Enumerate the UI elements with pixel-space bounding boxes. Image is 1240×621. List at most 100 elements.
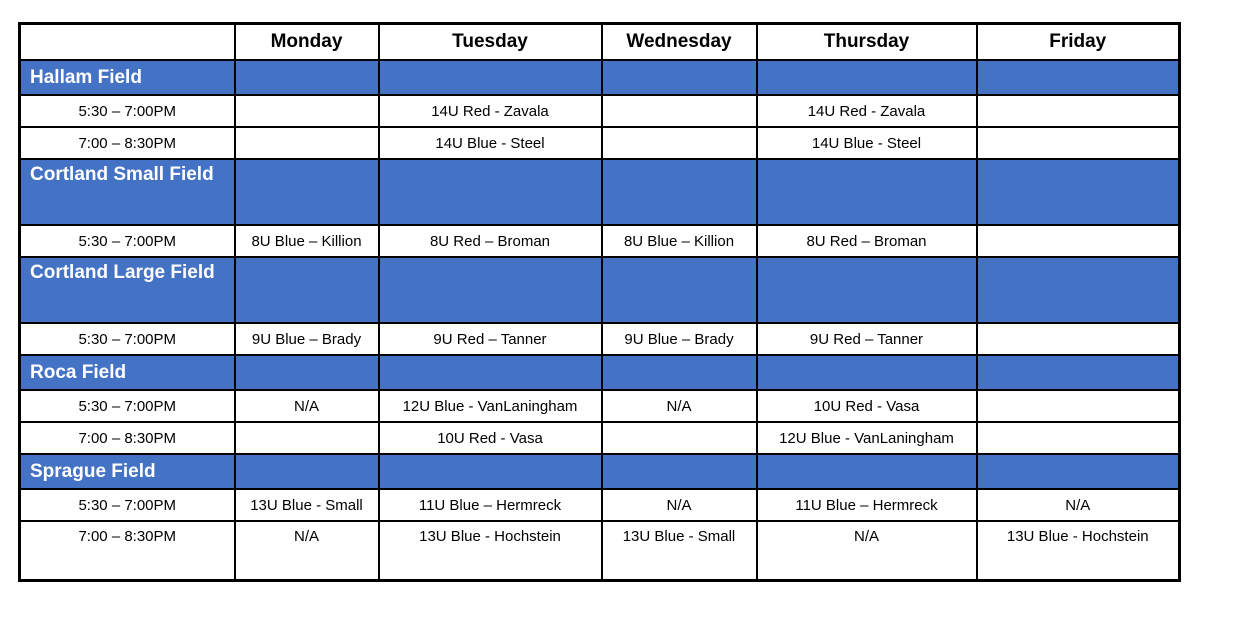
- time-slot-cell: 7:00 – 8:30PM: [18, 520, 236, 582]
- schedule-cell-wednesday: 13U Blue - Small: [600, 520, 758, 582]
- schedule-cell-friday: 13U Blue - Hochstein: [975, 520, 1181, 582]
- corner-cell: [18, 22, 236, 61]
- field-section-cell-thursday: [755, 354, 978, 391]
- field-section-cell-wednesday: [600, 59, 758, 96]
- time-slot-cell: 5:30 – 7:00PM: [18, 322, 236, 356]
- schedule-cell-thursday: 10U Red - Vasa: [755, 389, 978, 423]
- field-section-cell-monday: [233, 453, 380, 490]
- field-section-cell-wednesday: [600, 354, 758, 391]
- field-name-cell: Cortland Small Field: [18, 158, 236, 226]
- field-section-row: Cortland Small Field: [18, 158, 1181, 226]
- day-header-monday: Monday: [233, 22, 380, 61]
- schedule-cell-wednesday: N/A: [600, 389, 758, 423]
- field-section-cell-monday: [233, 158, 380, 226]
- field-section-cell-thursday: [755, 256, 978, 324]
- schedule-cell-monday: [233, 421, 380, 455]
- schedule-cell-friday: N/A: [975, 488, 1181, 522]
- field-name-cell: Sprague Field: [18, 453, 236, 490]
- schedule-cell-monday: N/A: [233, 520, 380, 582]
- day-header-wednesday: Wednesday: [600, 22, 758, 61]
- schedule-cell-monday: 9U Blue – Brady: [233, 322, 380, 356]
- field-section-cell-friday: [975, 158, 1181, 226]
- schedule-cell-thursday: 14U Blue - Steel: [755, 126, 978, 160]
- field-section-cell-friday: [975, 256, 1181, 324]
- time-slot-cell: 7:00 – 8:30PM: [18, 421, 236, 455]
- schedule-row: 5:30 – 7:00PM N/A 12U Blue - VanLaningham N…: [18, 389, 1181, 423]
- field-section-cell-wednesday: [600, 453, 758, 490]
- schedule-cell-wednesday: [600, 94, 758, 128]
- schedule-cell-monday: [233, 94, 380, 128]
- schedule-cell-tuesday: 8U Red – Broman: [377, 224, 603, 258]
- field-section-cell-monday: [233, 354, 380, 391]
- schedule-cell-monday: [233, 126, 380, 160]
- schedule-cell-tuesday: 13U Blue - Hochstein: [377, 520, 603, 582]
- schedule-row: 5:30 – 7:00PM 14U Red - Zavala 14U Red - Z…: [18, 94, 1181, 128]
- schedule-cell-friday: [975, 322, 1181, 356]
- schedule-row: 7:00 – 8:30PM N/A 13U Blue - Hochstein 13U …: [18, 520, 1181, 582]
- time-slot-cell: 5:30 – 7:00PM: [18, 488, 236, 522]
- schedule-cell-wednesday: [600, 421, 758, 455]
- time-slot-cell: 7:00 – 8:30PM: [18, 126, 236, 160]
- field-section-cell-thursday: [755, 453, 978, 490]
- field-section-cell-tuesday: [377, 59, 603, 96]
- field-section-row: Sprague Field: [18, 453, 1181, 490]
- schedule-cell-thursday: 14U Red - Zavala: [755, 94, 978, 128]
- schedule-cell-friday: [975, 224, 1181, 258]
- schedule-cell-tuesday: 9U Red – Tanner: [377, 322, 603, 356]
- day-header-friday: Friday: [975, 22, 1181, 61]
- schedule-row: 5:30 – 7:00PM 9U Blue – Brady 9U Red – Tan…: [18, 322, 1181, 356]
- schedule-cell-friday: [975, 389, 1181, 423]
- field-section-cell-tuesday: [377, 354, 603, 391]
- time-slot-cell: 5:30 – 7:00PM: [18, 94, 236, 128]
- field-section-cell-friday: [975, 453, 1181, 490]
- schedule-cell-thursday: 11U Blue – Hermreck: [755, 488, 978, 522]
- schedule-cell-monday: 13U Blue - Small: [233, 488, 380, 522]
- schedule-cell-tuesday: 14U Blue - Steel: [377, 126, 603, 160]
- schedule-cell-thursday: 9U Red – Tanner: [755, 322, 978, 356]
- schedule-cell-monday: 8U Blue – Killion: [233, 224, 380, 258]
- field-section-cell-monday: [233, 59, 380, 96]
- time-slot-cell: 5:30 – 7:00PM: [18, 224, 236, 258]
- field-section-cell-monday: [233, 256, 380, 324]
- day-header-tuesday: Tuesday: [377, 22, 603, 61]
- schedule-cell-thursday: N/A: [755, 520, 978, 582]
- schedule-cell-friday: [975, 126, 1181, 160]
- schedule-cell-friday: [975, 94, 1181, 128]
- field-section-row: Cortland Large Field: [18, 256, 1181, 324]
- schedule-cell-monday: N/A: [233, 389, 380, 423]
- schedule-row: 7:00 – 8:30PM 14U Blue - Steel 14U Blue - …: [18, 126, 1181, 160]
- schedule-cell-wednesday: [600, 126, 758, 160]
- schedule-cell-wednesday: N/A: [600, 488, 758, 522]
- field-section-cell-thursday: [755, 59, 978, 96]
- schedule-cell-tuesday: 14U Red - Zavala: [377, 94, 603, 128]
- field-section-cell-thursday: [755, 158, 978, 226]
- field-schedule-table: Monday Tuesday Wednesday Thursday Friday Hal…: [18, 22, 1181, 582]
- field-section-cell-friday: [975, 354, 1181, 391]
- field-name-cell: Roca Field: [18, 354, 236, 391]
- field-name-cell: Cortland Large Field: [18, 256, 236, 324]
- field-section-cell-tuesday: [377, 158, 603, 226]
- schedule-row: 7:00 – 8:30PM 10U Red - Vasa 12U Blue - Va…: [18, 421, 1181, 455]
- field-section-row: Hallam Field: [18, 59, 1181, 96]
- schedule-cell-thursday: 8U Red – Broman: [755, 224, 978, 258]
- field-section-cell-tuesday: [377, 256, 603, 324]
- field-section-row: Roca Field: [18, 354, 1181, 391]
- schedule-cell-tuesday: 11U Blue – Hermreck: [377, 488, 603, 522]
- time-slot-cell: 5:30 – 7:00PM: [18, 389, 236, 423]
- day-header-thursday: Thursday: [755, 22, 978, 61]
- day-header-row: Monday Tuesday Wednesday Thursday Friday: [18, 22, 1181, 61]
- field-section-cell-tuesday: [377, 453, 603, 490]
- schedule-cell-tuesday: 12U Blue - VanLaningham: [377, 389, 603, 423]
- schedule-cell-friday: [975, 421, 1181, 455]
- field-section-cell-wednesday: [600, 256, 758, 324]
- schedule-cell-tuesday: 10U Red - Vasa: [377, 421, 603, 455]
- schedule-row: 5:30 – 7:00PM 13U Blue - Small 11U Blue – …: [18, 488, 1181, 522]
- schedule-cell-thursday: 12U Blue - VanLaningham: [755, 421, 978, 455]
- schedule-cell-wednesday: 8U Blue – Killion: [600, 224, 758, 258]
- schedule-cell-wednesday: 9U Blue – Brady: [600, 322, 758, 356]
- schedule-row: 5:30 – 7:00PM 8U Blue – Killion 8U Red – B…: [18, 224, 1181, 258]
- field-section-cell-friday: [975, 59, 1181, 96]
- field-name-cell: Hallam Field: [18, 59, 236, 96]
- field-section-cell-wednesday: [600, 158, 758, 226]
